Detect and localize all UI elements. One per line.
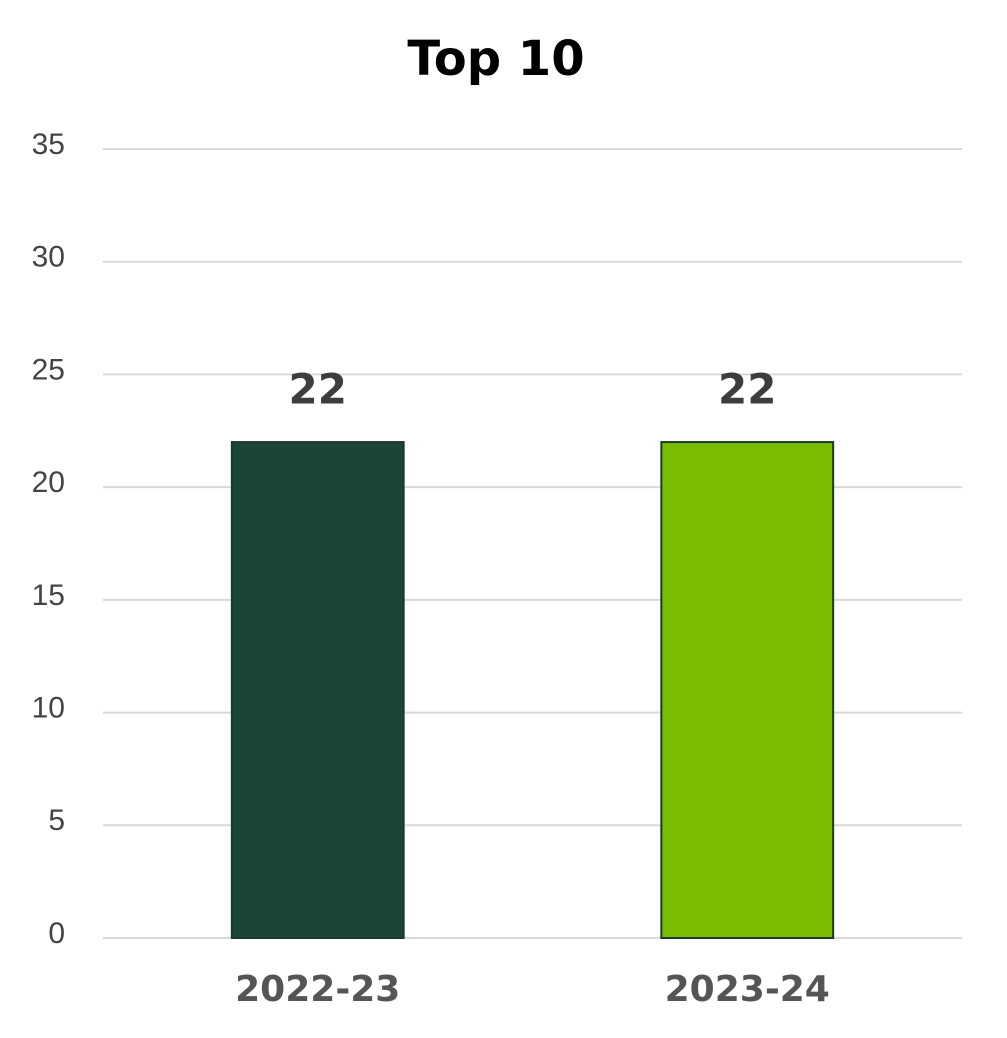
value-label: 22 — [289, 365, 347, 414]
bar — [230, 441, 405, 939]
y-tick-label: 0 — [48, 917, 65, 950]
y-tick-label: 5 — [48, 804, 65, 837]
x-tick-label: 2022-23 — [235, 969, 400, 1010]
y-tick-label: 25 — [32, 353, 65, 386]
y-tick-label: 15 — [32, 579, 65, 612]
y-tick-label: 10 — [32, 691, 65, 724]
bar — [660, 441, 835, 939]
chart-title: Top 10 — [407, 31, 584, 87]
value-label: 22 — [718, 365, 776, 414]
y-tick-label: 20 — [32, 466, 65, 499]
y-tick-label: 30 — [32, 241, 65, 274]
x-tick-label: 2023-24 — [665, 969, 830, 1010]
y-tick-label: 35 — [32, 128, 65, 161]
